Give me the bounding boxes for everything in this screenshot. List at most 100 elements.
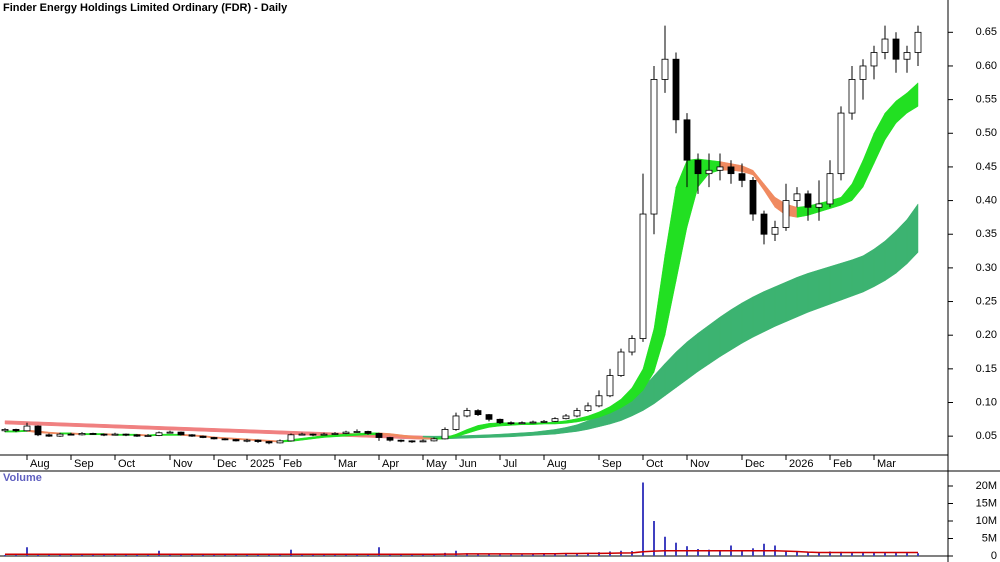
- y-tick-label: 0: [991, 550, 997, 562]
- band-segment: [829, 262, 842, 305]
- band-segment: [840, 259, 853, 301]
- x-tick-label: Apr: [382, 458, 399, 470]
- volume-bar: [642, 482, 644, 556]
- candle-body: [815, 203, 823, 208]
- volume-bar: [796, 551, 798, 556]
- candle-body: [793, 193, 801, 201]
- volume-bar: [851, 552, 853, 556]
- candle-body: [870, 52, 878, 67]
- candle-body: [386, 437, 394, 441]
- volume-bar: [829, 551, 831, 556]
- x-tick-label: Aug: [30, 458, 50, 470]
- candle-body: [749, 179, 757, 215]
- volume-bar: [59, 554, 61, 556]
- candle-body: [529, 421, 537, 424]
- x-tick-label: Mar: [877, 458, 896, 470]
- band-segment: [741, 296, 754, 344]
- band-segment: [477, 434, 490, 439]
- candle-body: [496, 418, 504, 424]
- y-tick-label: 5M: [982, 532, 997, 544]
- candle-body: [738, 173, 746, 181]
- volume-bar: [543, 554, 545, 556]
- y-tick-label: 0.60: [976, 60, 997, 72]
- candle-body: [320, 433, 328, 436]
- x-tick-label: Sep: [74, 458, 94, 470]
- candle-body: [628, 338, 636, 353]
- y-tick-label: 0.25: [976, 295, 997, 307]
- band-segment: [125, 424, 138, 430]
- band-segment: [697, 324, 710, 373]
- y-tick-label: 0.05: [976, 430, 997, 442]
- candle-body: [12, 429, 20, 432]
- candle-body: [672, 58, 680, 121]
- candle-body: [430, 438, 438, 442]
- volume-bar: [246, 554, 248, 556]
- volume-bar: [675, 542, 677, 556]
- band-segment: [279, 430, 292, 435]
- band-segment: [851, 255, 864, 297]
- band-segment: [103, 424, 116, 429]
- x-tick-label: Feb: [833, 458, 852, 470]
- candle-body: [551, 418, 559, 422]
- volume-bar: [235, 554, 237, 556]
- x-tick-label: Nov: [173, 458, 193, 470]
- candle-body: [441, 429, 449, 440]
- volume-bar: [37, 554, 39, 556]
- band-segment: [906, 203, 919, 265]
- candle-body: [507, 422, 515, 425]
- candle-body: [771, 227, 779, 235]
- volume-bar: [554, 553, 556, 556]
- volume-bar: [378, 547, 380, 556]
- candle-body: [683, 119, 691, 161]
- y-tick-label: 10M: [976, 515, 997, 527]
- volume-bar: [576, 553, 578, 556]
- candle-body: [474, 410, 482, 416]
- candle-body: [177, 431, 185, 436]
- band-segment: [763, 286, 776, 333]
- volume-bar: [70, 554, 72, 556]
- volume-bar: [312, 554, 314, 556]
- candle-body: [232, 439, 240, 442]
- volume-bar: [807, 552, 809, 556]
- candle-body: [562, 415, 570, 420]
- candle-body: [463, 410, 471, 417]
- x-tick-label: Sep: [602, 458, 622, 470]
- candle-body: [254, 439, 262, 442]
- y-tick-label: 0.20: [976, 329, 997, 341]
- candle-body: [342, 431, 350, 434]
- volume-bar: [103, 554, 105, 556]
- y-tick-label: 0.10: [976, 396, 997, 408]
- volume-bar: [818, 552, 820, 556]
- y-tick-label: 0.65: [976, 26, 997, 38]
- band-segment: [521, 431, 534, 437]
- candle-body: [595, 395, 603, 407]
- candle-body: [705, 169, 713, 175]
- candle-body: [914, 31, 922, 53]
- volume-bar: [917, 553, 919, 556]
- volume-bar: [422, 554, 424, 556]
- band-segment: [499, 433, 512, 438]
- candle-body: [188, 434, 196, 437]
- candle-body: [23, 425, 31, 432]
- candle-body: [617, 351, 625, 376]
- volume-bar: [257, 554, 259, 556]
- volume-bar: [488, 554, 490, 556]
- candle-body: [892, 38, 900, 60]
- volume-bar: [92, 554, 94, 556]
- candle-body: [452, 415, 460, 430]
- y-tick-label: 0.55: [976, 94, 997, 106]
- volume-bar: [411, 554, 413, 556]
- y-tick-label: 0.50: [976, 127, 997, 139]
- candle-body: [34, 425, 42, 436]
- band-segment: [818, 266, 831, 309]
- candle-body: [606, 375, 614, 397]
- candle-body: [265, 441, 273, 444]
- candle-body: [408, 440, 416, 443]
- volume-bar: [587, 552, 589, 556]
- band-segment: [70, 422, 83, 428]
- volume-bar: [334, 554, 336, 556]
- volume-bar: [510, 554, 512, 556]
- volume-bar: [873, 552, 875, 556]
- candle-body: [166, 431, 174, 434]
- band-segment: [719, 309, 732, 358]
